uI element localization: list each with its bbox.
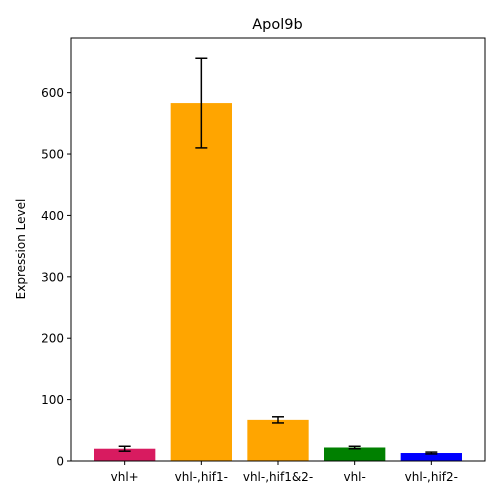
bar xyxy=(324,447,386,461)
x-tick-label: vhl-,hif1- xyxy=(175,470,228,484)
y-tick-label: 0 xyxy=(56,455,64,469)
x-tick-label: vhl-,hif1&2- xyxy=(243,470,313,484)
y-tick-label: 100 xyxy=(41,393,64,407)
y-tick-label: 400 xyxy=(41,209,64,223)
y-axis-ticks: 0 100 200 300 400 500 600 xyxy=(41,86,71,469)
y-tick-label: 500 xyxy=(41,148,64,162)
y-tick-label: 200 xyxy=(41,332,64,346)
error-bars-group xyxy=(118,57,438,455)
y-tick-label: 600 xyxy=(41,86,64,100)
bar xyxy=(94,448,156,461)
x-tick-label: vhl-,hif2- xyxy=(405,470,458,484)
x-tick-label: vhl+ xyxy=(111,470,139,484)
bar xyxy=(247,419,309,461)
x-axis-ticks: vhl+ vhl-,hif1- vhl-,hif1&2- vhl-vhl-,hif2- xyxy=(111,461,458,484)
plot-frame xyxy=(70,37,486,462)
y-tick-label: 300 xyxy=(41,270,64,284)
chart-title: Apol9b xyxy=(252,17,302,33)
bar xyxy=(400,453,462,461)
bar xyxy=(170,103,232,462)
bars-group xyxy=(94,103,462,462)
y-axis-label: Expression Level xyxy=(14,199,28,300)
x-tick-label: vhl- xyxy=(343,470,365,484)
